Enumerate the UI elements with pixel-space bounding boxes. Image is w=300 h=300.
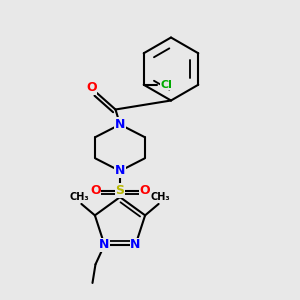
Text: N: N (99, 238, 110, 251)
Text: O: O (86, 81, 97, 94)
Text: O: O (139, 184, 150, 197)
Text: N: N (115, 164, 125, 178)
Text: N: N (130, 238, 141, 251)
Text: Cl: Cl (160, 80, 172, 90)
Text: O: O (90, 184, 101, 197)
Text: CH₃: CH₃ (70, 192, 89, 202)
Text: CH₃: CH₃ (151, 192, 170, 202)
Text: N: N (115, 118, 125, 131)
Text: S: S (116, 184, 124, 197)
